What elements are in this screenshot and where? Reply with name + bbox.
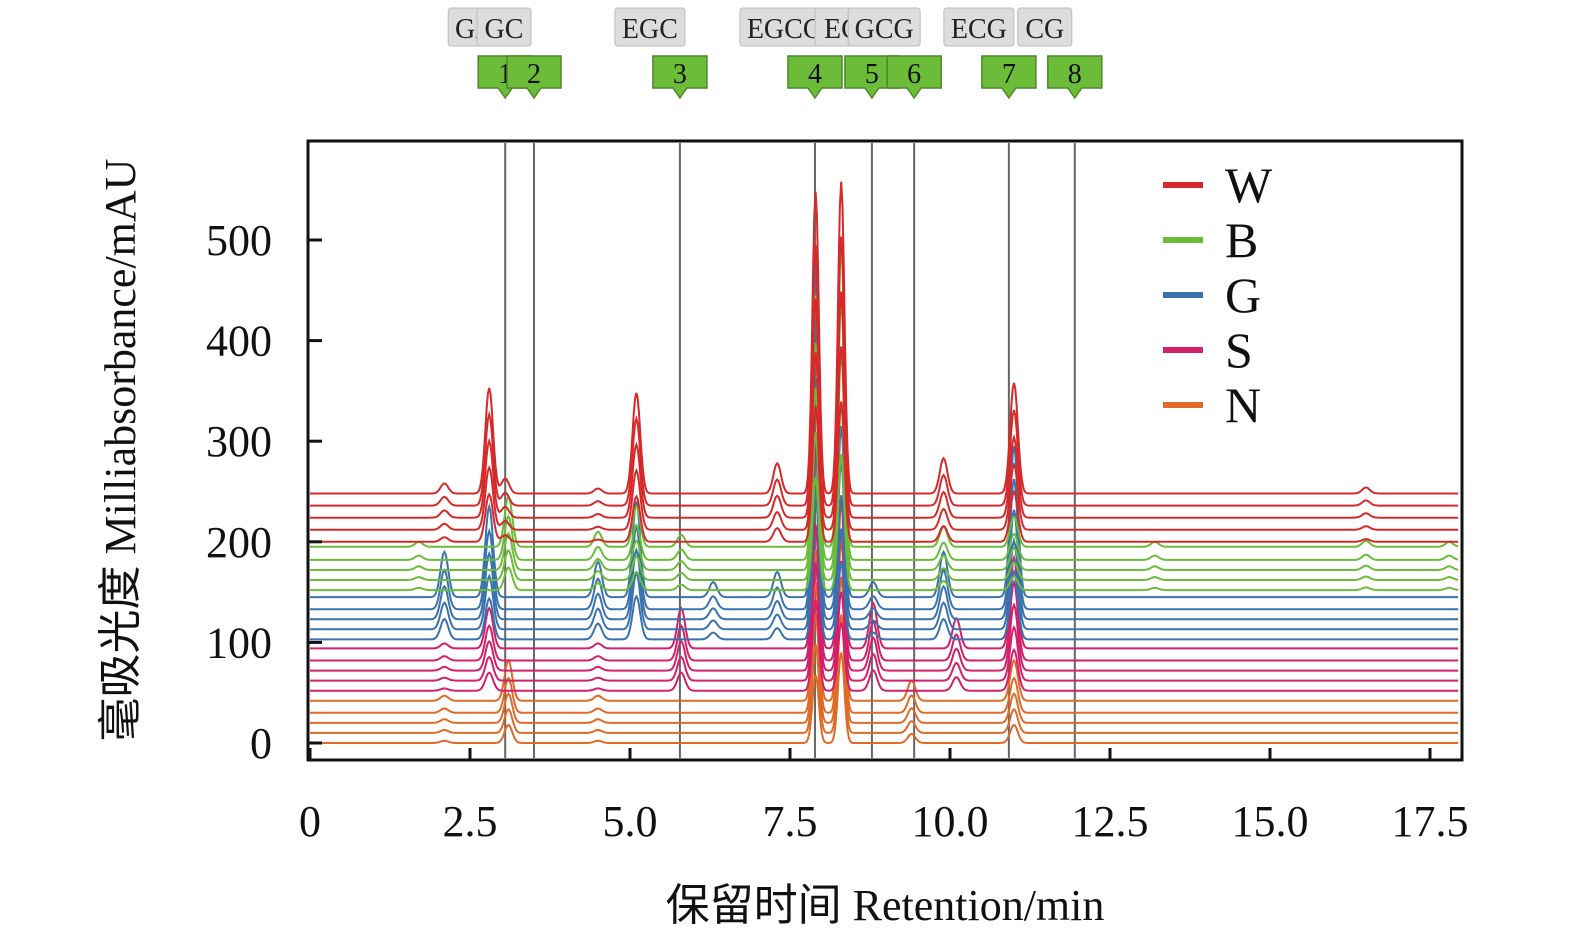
- trace-w: [310, 291, 1459, 519]
- peak-number-badge: 4: [787, 55, 843, 100]
- x-tick-label: 2.5: [443, 797, 498, 846]
- y-tick-label: 200: [206, 518, 272, 567]
- trace-n: [310, 652, 1459, 744]
- legend-label-w: W: [1225, 157, 1273, 213]
- trace-b: [310, 299, 1459, 561]
- legend-label-n: N: [1225, 377, 1261, 433]
- x-tick-label: 12.5: [1072, 797, 1149, 846]
- svg-text:7: 7: [1002, 59, 1016, 90]
- compound-label-gc: GC: [476, 7, 532, 47]
- legend-label-s: S: [1225, 322, 1253, 378]
- trace-b: [310, 402, 1459, 581]
- trace-s: [310, 486, 1459, 662]
- x-tick-label: 10.0: [912, 797, 989, 846]
- trace-w: [310, 346, 1459, 531]
- plot-frame: [306, 139, 1464, 762]
- svg-text:GCG: GCG: [855, 14, 914, 45]
- legend-label-g: G: [1225, 267, 1261, 323]
- y-axis-label: 毫吸光度 Milliabsorbance/mAU: [96, 159, 145, 742]
- trace-w: [310, 181, 1459, 495]
- trace-s: [310, 524, 1459, 672]
- peak-number-badge: 2: [506, 55, 562, 100]
- peak-number-badge: 3: [652, 55, 708, 100]
- trace-g: [310, 378, 1459, 621]
- compound-label-cg: CG: [1017, 7, 1073, 47]
- y-tick-label: 400: [206, 317, 272, 366]
- trace-g: [310, 322, 1459, 611]
- svg-text:8: 8: [1068, 59, 1082, 90]
- trace-g: [310, 265, 1459, 599]
- trace-w: [310, 401, 1459, 543]
- trace-b: [310, 351, 1459, 571]
- legend-label-b: B: [1225, 212, 1258, 268]
- trace-s: [310, 447, 1459, 650]
- trace-n: [310, 576, 1459, 724]
- x-tick-label: 7.5: [763, 797, 818, 846]
- trace-s: [310, 562, 1459, 682]
- svg-text:6: 6: [907, 59, 921, 90]
- trace-n: [310, 499, 1459, 702]
- trace-b: [310, 454, 1459, 592]
- svg-text:CG: CG: [1025, 14, 1064, 45]
- svg-text:GC: GC: [485, 14, 524, 45]
- x-axis-label: 保留时间 Retention/min: [666, 881, 1105, 930]
- x-tick-label: 0: [299, 797, 321, 846]
- x-tick-label: 15.0: [1232, 797, 1309, 846]
- compound-label-egcg: EGCG: [739, 7, 831, 47]
- y-tick-label: 300: [206, 417, 272, 466]
- compound-label-ecg: ECG: [943, 7, 1015, 47]
- trace-n: [310, 539, 1459, 714]
- svg-text:4: 4: [808, 59, 822, 90]
- svg-text:EGCG: EGCG: [747, 14, 823, 45]
- y-tick-label: 0: [250, 719, 272, 768]
- compound-label-egc: EGC: [614, 7, 686, 47]
- trace-w: [310, 236, 1459, 507]
- trace-n: [310, 614, 1459, 734]
- svg-text:3: 3: [673, 59, 687, 90]
- svg-text:EGC: EGC: [622, 14, 678, 45]
- peak-number-badge: 6: [886, 55, 942, 100]
- peak-number-badge: 7: [981, 55, 1037, 100]
- trace-s: [310, 599, 1459, 692]
- x-tick-label: 17.5: [1392, 797, 1469, 846]
- x-tick-label: 5.0: [603, 797, 658, 846]
- y-tick-label: 100: [206, 618, 272, 667]
- svg-text:ECG: ECG: [951, 14, 1007, 45]
- compound-label-gcg: GCG: [847, 7, 921, 47]
- peak-number-badge: 8: [1047, 55, 1103, 100]
- trace-g: [310, 489, 1459, 641]
- y-tick-label: 500: [206, 216, 272, 265]
- svg-text:2: 2: [527, 59, 541, 90]
- trace-g: [310, 434, 1459, 631]
- svg-text:5: 5: [865, 59, 879, 90]
